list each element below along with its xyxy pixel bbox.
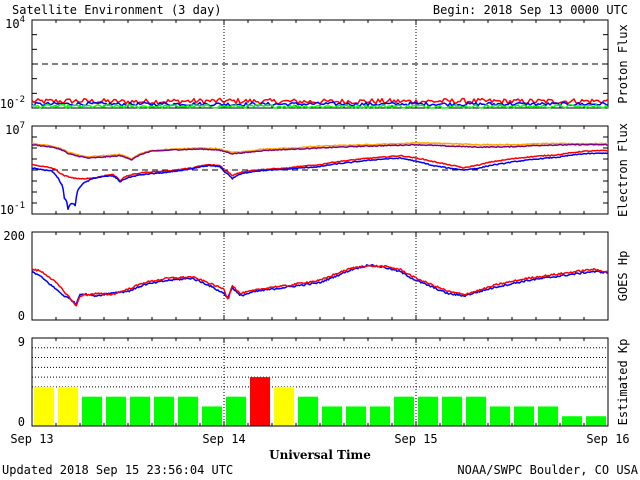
kp-bar	[538, 406, 558, 426]
kp-bar	[346, 406, 366, 426]
kp-bar	[130, 396, 150, 426]
kp-frame-outline	[31, 337, 609, 427]
x-axis-label: Universal Time	[269, 448, 371, 462]
kp-frame	[31, 337, 609, 427]
kp-bar	[514, 406, 534, 426]
kp-bar	[322, 406, 342, 426]
electron-series-purple	[31, 143, 609, 161]
goes_hp-y-tick-label: 0	[18, 309, 25, 323]
electron-y-tick-label: 107	[5, 121, 25, 137]
kp-bar	[394, 396, 414, 426]
kp-bar	[370, 406, 390, 426]
goes_hp-y-tick-label: 200	[3, 229, 25, 243]
proton-y-tick-base: 10	[5, 17, 19, 31]
electron-y-axis-label: Electron Flux	[616, 123, 630, 217]
kp-bar	[106, 396, 126, 426]
x-axis: Sep 13 Sep 14 Sep 15 Sep 16	[10, 432, 629, 446]
kp-bar	[82, 396, 102, 426]
kp-y-tick-label: 9	[18, 335, 25, 349]
proton-y-tick-base: 10	[0, 97, 14, 111]
goes_hp-y-axis-label: GOES Hp	[616, 251, 630, 302]
kp-bar	[178, 396, 198, 426]
kp-bar	[442, 396, 462, 426]
electron-frame	[31, 125, 609, 215]
electron-series-red	[31, 149, 609, 182]
kp-bar	[34, 386, 54, 426]
goes_hp-y-tick-base: 200	[3, 229, 25, 243]
kp-bar	[154, 396, 174, 426]
kp-y-axis-label: Estimated Kp	[616, 339, 630, 426]
kp-bar	[274, 386, 294, 426]
kp-y-tick-base: 9	[18, 335, 25, 349]
kp-y-tick-base: 0	[18, 415, 25, 429]
kp-bar	[586, 416, 606, 426]
begin-date: Begin: 2018 Sep 13 0000 UTC	[433, 3, 628, 17]
estimated-kp-panel: 9 0 Estimated Kp	[18, 335, 630, 429]
kp-bar	[250, 377, 270, 426]
electron-series-blue	[31, 152, 609, 210]
kp-bar	[466, 396, 486, 426]
goes_hp-series-blue	[31, 264, 609, 306]
credit-text: NOAA/SWPC Boulder, CO USA	[457, 463, 638, 477]
goes-hp-panel: 200 0 GOES Hp	[3, 229, 630, 323]
electron-y-tick-base: 10	[5, 123, 19, 137]
kp-y-tick-label: 0	[18, 415, 25, 429]
goes_hp-series-red	[31, 264, 609, 307]
goes_hp-y-tick-base: 0	[18, 309, 25, 323]
electron-y-tick-label: 10-1	[0, 201, 25, 217]
proton-series-green	[31, 103, 609, 109]
chart-title: Satellite Environment (3 day)	[12, 3, 222, 17]
proton-y-tick-exponent: -2	[14, 95, 25, 105]
kp-bar	[298, 396, 318, 426]
proton-frame	[31, 19, 609, 109]
x-tick-label: Sep 15	[394, 432, 437, 446]
electron-series-orange	[31, 141, 609, 160]
x-tick-label: Sep 16	[586, 432, 629, 446]
goes_hp-frame	[31, 231, 609, 321]
kp-bar	[490, 406, 510, 426]
kp-bar	[202, 406, 222, 426]
electron-y-tick-base: 10	[0, 203, 14, 217]
updated-timestamp: Updated 2018 Sep 15 23:56:04 UTC	[2, 463, 233, 477]
kp-bar	[226, 396, 246, 426]
kp-bar	[562, 416, 582, 426]
electron-y-tick-exponent: 7	[20, 121, 25, 131]
proton-y-tick-label: 10-2	[0, 95, 25, 111]
kp-bar	[58, 386, 78, 426]
proton-y-axis-label: Proton Flux	[616, 24, 630, 103]
proton-y-tick-label: 104	[5, 15, 25, 31]
x-tick-label: Sep 13	[10, 432, 53, 446]
electron-y-tick-exponent: -1	[14, 201, 25, 211]
proton-y-tick-exponent: 4	[20, 15, 25, 25]
x-tick-label: Sep 14	[202, 432, 245, 446]
kp-bar	[418, 396, 438, 426]
